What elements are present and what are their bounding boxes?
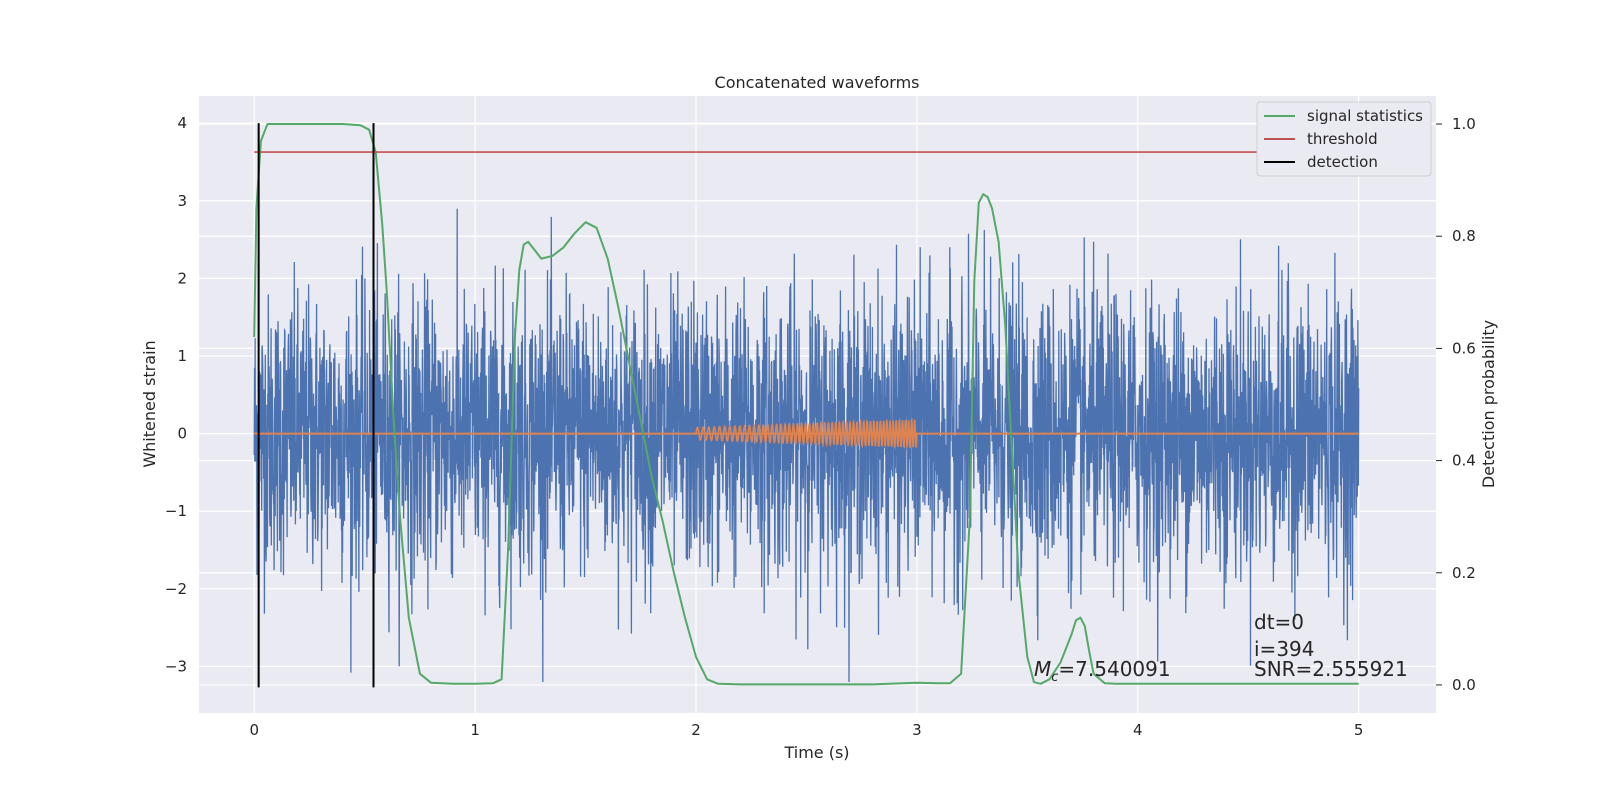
- annotation-mc-subscript: c: [1051, 670, 1058, 685]
- y-tick-label: 3: [177, 192, 187, 210]
- annotation-mc: Mc=7.540091: [1034, 657, 1171, 685]
- right-tick-label: 1.0: [1452, 115, 1476, 133]
- x-axis-label: Time (s): [783, 743, 849, 762]
- annotation-dt: dt=0: [1254, 610, 1304, 634]
- annotation-snr: SNR=2.555921: [1254, 657, 1408, 681]
- legend-label-detection: detection: [1307, 153, 1378, 171]
- noise-line: [253, 208, 1360, 683]
- signal-statistics-series: [253, 123, 1359, 686]
- annotation-i: i=394: [1254, 637, 1315, 661]
- x-tick-label: 4: [1133, 721, 1143, 739]
- right-tick-label: 0.0: [1452, 676, 1476, 694]
- y-tick-label: 0: [177, 425, 187, 443]
- legend-label-threshold: threshold: [1307, 130, 1378, 148]
- y-tick-label: 4: [177, 114, 187, 132]
- right-tick-label: 0.4: [1452, 452, 1476, 470]
- right-tick-label: 0.6: [1452, 339, 1476, 357]
- annotation-mc-symbol: M: [1034, 657, 1051, 681]
- right-tick-label: 0.8: [1452, 227, 1476, 245]
- y-tick-label: −1: [165, 502, 187, 520]
- template-series: [254, 417, 1359, 450]
- y-tick-label: 1: [177, 347, 187, 365]
- chart-title: Concatenated waveforms: [715, 73, 920, 92]
- legend-label-signal-statistics: signal statistics: [1307, 107, 1423, 125]
- y-tick-label: −3: [165, 657, 187, 675]
- legend: signal statistics threshold detection: [1256, 101, 1432, 177]
- signal-statistics-line: [253, 123, 1359, 686]
- right-axis-label: Detection probability: [1479, 320, 1498, 488]
- y-axis-label: Whitened strain: [140, 340, 159, 467]
- x-tick-label: 1: [470, 721, 480, 739]
- x-tick-label: 2: [691, 721, 701, 739]
- x-tick-label: 3: [912, 721, 922, 739]
- x-axis-ticks: 0 1 2 3 4 5: [249, 721, 1363, 739]
- template-chirp: [695, 417, 918, 450]
- right-tick-label: 0.2: [1452, 564, 1476, 582]
- x-tick-label: 5: [1354, 721, 1364, 739]
- y-tick-label: 2: [177, 269, 187, 287]
- detection-series: [257, 123, 375, 688]
- annotation-mc-value: =7.540091: [1058, 657, 1170, 681]
- y-axis-ticks: −3 −2 −1 0 1 2 3 4: [165, 114, 187, 675]
- legend-box: [1256, 101, 1432, 177]
- noise-series: [253, 208, 1360, 683]
- y-tick-label: −2: [165, 580, 187, 598]
- right-axis-ticks: 0.0 0.2 0.4 0.6 0.8 1.0: [1436, 115, 1476, 694]
- x-tick-label: 0: [249, 721, 259, 739]
